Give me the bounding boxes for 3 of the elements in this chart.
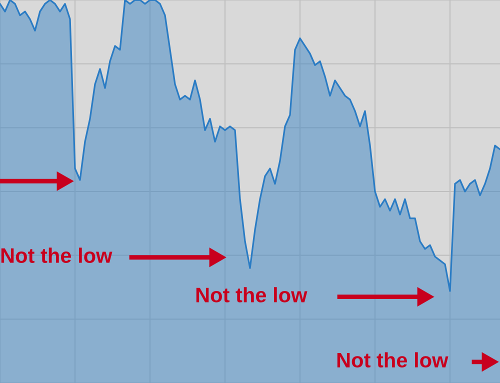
annotation: Not the low [1, 248, 112, 263]
annotation: Not the low [196, 287, 308, 302]
annotation: Not the low [337, 352, 448, 368]
